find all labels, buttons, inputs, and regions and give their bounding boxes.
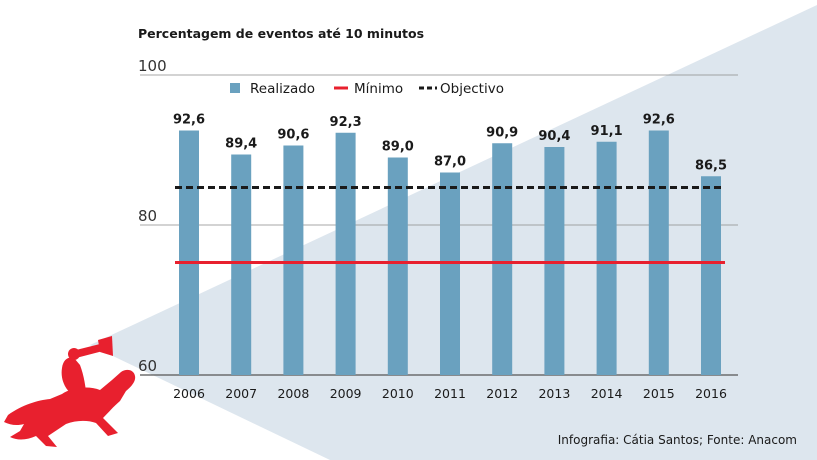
data-label-2006: 92,6 — [173, 113, 205, 128]
data-label-2015: 92,6 — [643, 113, 675, 128]
x-tick-label-2015: 2015 — [643, 386, 675, 401]
bars — [179, 130, 721, 375]
bar-2014 — [596, 141, 617, 375]
bar-2008 — [283, 145, 304, 375]
data-label-2007: 89,4 — [225, 137, 257, 152]
data-label-2008: 90,6 — [277, 128, 309, 143]
x-axis-ticks: 2006 2007 2008 2009 2010 2011 2012 2013 2014 2015… — [173, 386, 727, 401]
y-tick-label: 80 — [138, 207, 157, 225]
x-tick-label-2014: 2014 — [591, 386, 623, 401]
data-labels: 92,6 89,4 90,6 92,3 89,0 87,0 90,9 90,4 91,1 92,6… — [173, 113, 727, 174]
data-label-2012: 90,9 — [486, 125, 518, 140]
legend-swatch-realizado — [230, 83, 240, 93]
data-label-2013: 90,4 — [538, 129, 570, 144]
bar-2010 — [387, 157, 408, 375]
data-label-2010: 89,0 — [382, 140, 414, 155]
bar-2007 — [231, 154, 252, 375]
bar-2011 — [440, 172, 460, 375]
legend-label-realizado: Realizado — [250, 81, 315, 97]
horse-trumpeter-icon — [4, 336, 136, 447]
chart-title: Percentagem de eventos até 10 minutos — [138, 26, 425, 41]
data-label-2016: 86,5 — [695, 158, 727, 173]
x-tick-label-2008: 2008 — [277, 386, 309, 401]
data-label-2009: 92,3 — [330, 115, 362, 130]
legend: Realizado Mínimo Objectivo — [230, 81, 504, 97]
legend-label-objectivo: Objectivo — [440, 81, 504, 97]
bar-2015 — [648, 130, 669, 375]
x-tick-label-2013: 2013 — [538, 386, 570, 401]
y-tick-label: 100 — [138, 57, 167, 75]
bar-2009 — [335, 132, 356, 375]
x-tick-label-2006: 2006 — [173, 386, 205, 401]
reference-lines — [175, 186, 725, 264]
x-tick-label-2012: 2012 — [486, 386, 518, 401]
bar-2006 — [179, 130, 199, 375]
bar-2012 — [492, 143, 513, 375]
legend-label-minimo: Mínimo — [354, 81, 403, 97]
x-tick-label-2011: 2011 — [434, 386, 466, 401]
x-tick-label-2009: 2009 — [330, 386, 362, 401]
bar-2016 — [701, 176, 721, 375]
data-label-2011: 87,0 — [434, 155, 466, 170]
data-label-2014: 91,1 — [591, 124, 623, 139]
source-credit: Infografia: Cátia Santos; Fonte: Anacom — [557, 433, 797, 447]
y-tick-label: 60 — [138, 357, 157, 375]
x-tick-label-2010: 2010 — [382, 386, 414, 401]
x-tick-label-2007: 2007 — [225, 386, 257, 401]
x-tick-label-2016: 2016 — [695, 386, 727, 401]
y-axis-ticks: 60 80 100 — [138, 57, 167, 375]
